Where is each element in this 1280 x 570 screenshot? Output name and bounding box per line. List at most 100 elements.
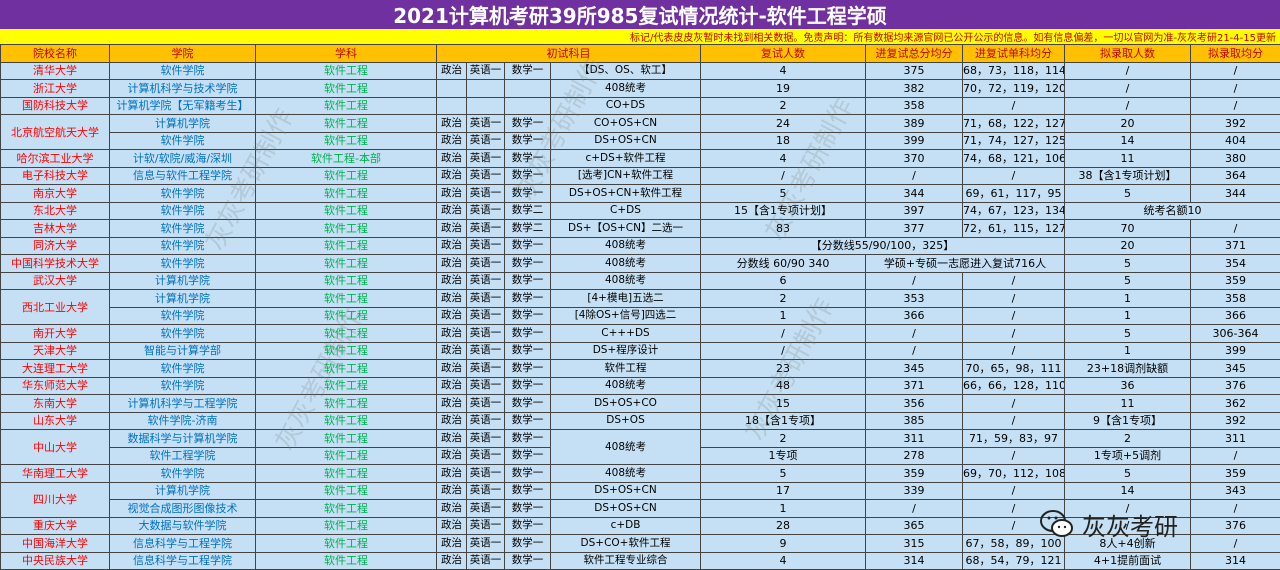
exam-english-cell: 英语一 <box>467 360 505 378</box>
exam-math-cell: 数学一 <box>505 272 551 290</box>
major-cell: 软件工程 <box>256 290 437 308</box>
college-cell: 软件学院 <box>110 185 256 203</box>
exam-math-cell: 数学一 <box>505 377 551 395</box>
retest-cell: 4 <box>701 62 866 80</box>
admit-avg-cell: / <box>1191 447 1280 465</box>
retest-cell: 4 <box>701 552 866 570</box>
major-cell: 软件工程 <box>256 62 437 80</box>
exam-subject-cell: [4除OS+信号]四选二 <box>551 307 701 325</box>
major-cell: 软件工程 <box>256 465 437 483</box>
admit-count-cell: 1 <box>1065 342 1191 360</box>
admit-avg-cell: 354 <box>1191 255 1280 273</box>
single-avg-cell: 71，68，122，127 <box>963 115 1065 133</box>
admit-avg-cell: 380 <box>1191 150 1280 168</box>
exam-politics-cell: 政治 <box>437 377 467 395</box>
exam-politics-cell: 政治 <box>437 535 467 553</box>
single-avg-cell: / <box>963 395 1065 413</box>
exam-english-cell: 英语一 <box>467 552 505 570</box>
admit-count-cell: / <box>1065 62 1191 80</box>
admit-count-cell: 20 <box>1065 115 1191 133</box>
exam-math-cell: 数学二 <box>505 220 551 238</box>
school-cell: 山东大学 <box>1 412 110 430</box>
avg-score-cell: / <box>866 342 963 360</box>
exam-math-cell: 数学一 <box>505 150 551 168</box>
college-cell: 软件学院 <box>110 325 256 343</box>
school-cell: 清华大学 <box>1 62 110 80</box>
admit-count-cell: 14 <box>1065 482 1191 500</box>
exam-english-cell: 英语一 <box>467 342 505 360</box>
school-cell: 华南理工大学 <box>1 465 110 483</box>
exam-subject-cell: [选考]CN+软件工程 <box>551 167 701 185</box>
exam-english-cell: 英语一 <box>467 447 505 465</box>
school-cell: 哈尔滨工业大学 <box>1 150 110 168</box>
retest-cell: 2 <box>701 430 866 448</box>
admit-count-cell: / <box>1065 97 1191 115</box>
admit-avg-cell: 371 <box>1191 237 1280 255</box>
exam-math-cell: 数学一 <box>505 290 551 308</box>
exam-english-cell <box>467 97 505 115</box>
admit-count-cell: 23+18调剂缺额 <box>1065 360 1191 378</box>
admit-avg-cell: 345 <box>1191 360 1280 378</box>
exam-subject-cell: 408统考 <box>551 465 701 483</box>
exam-english-cell: 英语一 <box>467 167 505 185</box>
header-major: 学科 <box>256 45 437 63</box>
avg-score-cell: 371 <box>866 377 963 395</box>
exam-math-cell: 数学一 <box>505 535 551 553</box>
exam-subject-cell: C+++DS <box>551 325 701 343</box>
header-retest-count: 复试人数 <box>701 45 866 63</box>
single-avg-cell: 69，61，117，95 <box>963 185 1065 203</box>
single-avg-cell: / <box>963 307 1065 325</box>
exam-subject-cell: C+DS <box>551 202 701 220</box>
single-avg-cell: / <box>963 325 1065 343</box>
single-avg-cell: 69，70，112，108 <box>963 465 1065 483</box>
single-avg-cell: / <box>963 97 1065 115</box>
exam-math-cell: 数学一 <box>505 517 551 535</box>
exam-subject-cell: CO+DS <box>551 97 701 115</box>
exam-politics-cell: 政治 <box>437 500 467 518</box>
avg-score-cell: 344 <box>866 185 963 203</box>
retest-cell: / <box>701 342 866 360</box>
exam-math-cell: 数学一 <box>505 185 551 203</box>
college-cell: 大数据与软件学院 <box>110 517 256 535</box>
admit-avg-cell: 344 <box>1191 185 1280 203</box>
admit-count-cell: 2 <box>1065 430 1191 448</box>
avg-score-cell: / <box>866 167 963 185</box>
exam-subject-cell: DS+CO+软件工程 <box>551 535 701 553</box>
single-avg-cell: / <box>963 167 1065 185</box>
admit-count-cell: 1专项+5调剂 <box>1065 447 1191 465</box>
exam-subject-cell: DS+OS+CN <box>551 500 701 518</box>
exam-politics-cell: 政治 <box>437 395 467 413</box>
school-cell: 中国科学技术大学 <box>1 255 110 273</box>
major-cell: 软件工程 <box>256 220 437 238</box>
exam-english-cell: 英语一 <box>467 430 505 448</box>
admit-count-cell: 5 <box>1065 325 1191 343</box>
school-cell: 北京航空航天大学 <box>1 115 110 150</box>
admit-avg-cell: / <box>1191 80 1280 98</box>
exam-politics-cell: 政治 <box>437 132 467 150</box>
exam-subject-cell: c+DS+软件工程 <box>551 150 701 168</box>
single-avg-cell: 71，59，83，97 <box>963 430 1065 448</box>
major-cell: 软件工程 <box>256 447 437 465</box>
school-cell: 中央民族大学 <box>1 552 110 570</box>
avg-score-cell: 358 <box>866 97 963 115</box>
exam-subject-cell: 【DS、OS、软工】 <box>551 62 701 80</box>
exam-subject-cell: 408统考 <box>551 237 701 255</box>
major-cell: 软件工程 <box>256 202 437 220</box>
major-cell: 软件工程 <box>256 132 437 150</box>
exam-english-cell: 英语一 <box>467 465 505 483</box>
avg-score-cell: 366 <box>866 307 963 325</box>
college-cell: 计算机学院 <box>110 290 256 308</box>
school-cell: 重庆大学 <box>1 517 110 535</box>
admit-avg-cell: 364 <box>1191 167 1280 185</box>
exam-english-cell: 英语一 <box>467 290 505 308</box>
exam-english-cell: 英语一 <box>467 395 505 413</box>
exam-math-cell <box>505 80 551 98</box>
